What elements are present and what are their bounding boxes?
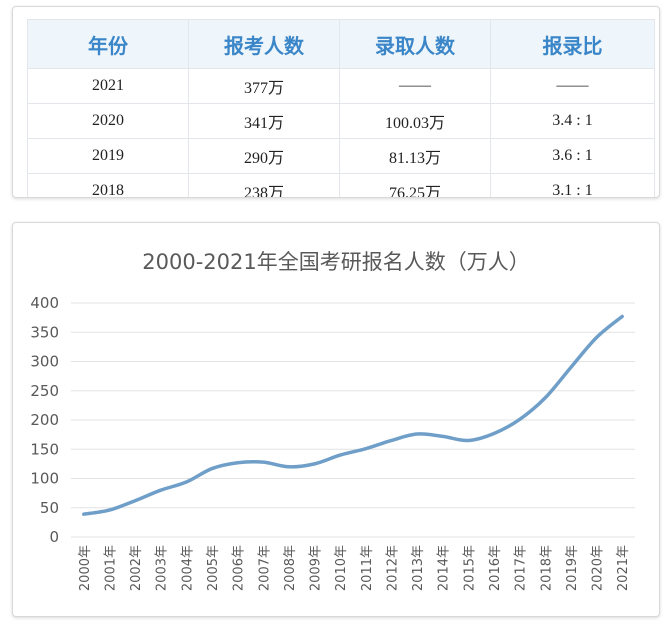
x-tick-label: 2012年 (385, 545, 400, 591)
x-axis-ticks: 2000年 2001年 2002年 2003年 2004年 2005年 2006年 2007年… (78, 545, 631, 591)
x-tick-label: 2008年 (283, 545, 298, 591)
data-point-2006年 (234, 459, 242, 467)
x-tick-label: 2006年 (232, 545, 247, 591)
enrollment-table-card: 年份 报考人数 录取人数 报录比 2021 377万 —— —— 2020 34… (12, 6, 660, 198)
cell-admitted: —— (339, 68, 491, 104)
table-row: 2020 341万 100.03万 3.4 : 1 (27, 103, 655, 139)
cell-applicants: 290万 (188, 138, 340, 174)
cell-ratio: 3.6 : 1 (490, 138, 655, 174)
data-point-2003年 (157, 486, 165, 494)
data-point-2015年 (464, 436, 472, 444)
x-tick-label: 2007年 (257, 545, 272, 591)
table-row: 2021 377万 —— —— (27, 68, 655, 104)
cell-applicants: 341万 (188, 103, 340, 139)
data-point-2009年 (311, 460, 319, 468)
data-point-2011年 (362, 445, 370, 453)
x-tick-label: 2016年 (488, 545, 503, 591)
line-chart: 2000-2021年全国考研报名人数（万人） 0 50 100 150 200 250 30… (30, 250, 635, 591)
header-year: 年份 (27, 19, 189, 69)
data-point-2010年 (336, 451, 344, 459)
table-row: 2018 238万 76.25万 3.1 : 1 (27, 173, 655, 197)
data-point-2007年 (259, 458, 267, 466)
x-tick-label: 2015年 (462, 545, 477, 591)
table-header-row: 年份 报考人数 录取人数 报录比 (27, 19, 655, 69)
line-chart-card: 2000-2021年全国考研报名人数（万人） 0 50 100 150 200 250 30… (12, 222, 660, 617)
y-tick-label: 350 (30, 323, 59, 341)
cell-admitted: 81.13万 (339, 138, 491, 174)
y-tick-label: 300 (30, 353, 59, 371)
cell-year: 2019 (27, 138, 189, 174)
y-tick-label: 150 (30, 440, 59, 458)
x-tick-label: 2004年 (180, 545, 195, 591)
data-point-2001年 (105, 506, 113, 514)
x-tick-label: 2014年 (437, 545, 452, 591)
y-tick-label: 200 (30, 411, 59, 429)
series-line (82, 314, 624, 516)
data-point-2004年 (182, 478, 190, 486)
x-tick-label: 2013年 (411, 545, 426, 591)
y-tick-label: 0 (49, 528, 59, 546)
x-tick-label: 2017年 (514, 545, 529, 591)
enrollment-table: 年份 报考人数 录取人数 报录比 2021 377万 —— —— 2020 34… (27, 19, 655, 197)
x-tick-label: 2005年 (206, 545, 221, 591)
data-point-2016年 (490, 429, 498, 437)
chart-gridlines (71, 302, 635, 538)
data-point-2002年 (131, 497, 139, 505)
y-tick-label: 100 (30, 470, 59, 488)
data-point-2017年 (516, 415, 524, 423)
x-tick-label: 2011年 (360, 545, 375, 591)
y-tick-label: 250 (30, 382, 59, 400)
y-tick-label: 400 (30, 294, 59, 312)
x-tick-label: 2021年 (616, 545, 631, 591)
cell-applicants: 377万 (188, 68, 340, 104)
data-point-2000年 (80, 510, 88, 518)
data-point-2021年 (618, 312, 626, 320)
x-tick-label: 2001年 (103, 545, 118, 591)
x-tick-label: 2020年 (591, 545, 606, 591)
cell-year: 2020 (27, 103, 189, 139)
data-point-2008年 (285, 463, 293, 471)
cell-year: 2018 (27, 173, 189, 197)
data-point-2019年 (567, 363, 575, 371)
data-point-2018年 (541, 394, 549, 402)
cell-ratio: 3.1 : 1 (490, 173, 655, 197)
x-tick-label: 2003年 (155, 545, 170, 591)
header-applicants: 报考人数 (188, 19, 340, 69)
cell-admitted: 76.25万 (339, 173, 491, 197)
cell-applicants: 238万 (188, 173, 340, 197)
y-axis-ticks: 0 50 100 150 200 250 300 350 400 (30, 294, 59, 546)
cell-year: 2021 (27, 68, 189, 104)
x-tick-label: 2009年 (309, 545, 324, 591)
header-admitted: 录取人数 (339, 19, 491, 69)
y-tick-label: 50 (40, 499, 59, 517)
data-point-2013年 (413, 430, 421, 438)
data-point-2005年 (208, 465, 216, 473)
chart-title: 2000-2021年全国考研报名人数（万人） (142, 250, 529, 274)
x-tick-label: 2002年 (129, 545, 144, 591)
cell-ratio: —— (490, 68, 655, 104)
x-tick-label: 2010年 (334, 545, 349, 591)
data-point-2020年 (593, 334, 601, 342)
header-ratio: 报录比 (490, 19, 655, 69)
data-point-2014年 (439, 432, 447, 440)
cell-ratio: 3.4 : 1 (490, 103, 655, 139)
table-row: 2019 290万 81.13万 3.6 : 1 (27, 138, 655, 174)
x-tick-label: 2019年 (565, 545, 580, 591)
cell-admitted: 100.03万 (339, 103, 491, 139)
x-tick-label: 2018年 (539, 545, 554, 591)
x-tick-label: 2000年 (78, 545, 93, 591)
data-point-2012年 (387, 436, 395, 444)
series-line-layer (80, 312, 626, 518)
